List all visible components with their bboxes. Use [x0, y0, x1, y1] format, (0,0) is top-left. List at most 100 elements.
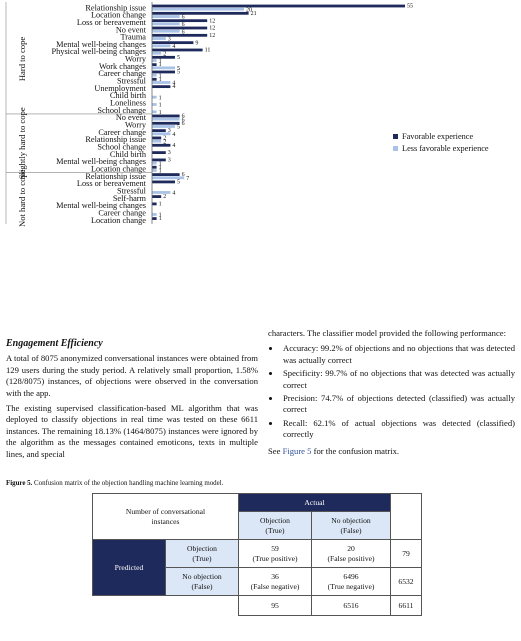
right-column: characters. The classifier model provide…	[268, 328, 515, 461]
bar-value-favorable: 12	[209, 18, 215, 24]
bar-value-less-favorable: 1	[159, 213, 162, 219]
bar-value-favorable: 5	[177, 70, 180, 76]
bar-less-favorable	[152, 213, 157, 216]
category-label: Trauma	[120, 33, 146, 42]
bar-value-less-favorable: 1	[159, 169, 162, 175]
metric-accuracy: Accuracy: 99.2% of objections and no obj…	[281, 343, 515, 366]
bar-value-favorable: 5	[177, 180, 180, 186]
cm-predicted-header: Predicted	[92, 539, 166, 596]
bar-value-less-favorable: 4	[172, 44, 175, 50]
bar-favorable	[152, 158, 166, 162]
bar-value-less-favorable: 5	[177, 125, 180, 131]
legend-swatch-favorable	[393, 134, 398, 139]
coping-bar-chart: Relationship issue 5 5 20 Location change 2 1 6…	[0, 0, 521, 318]
cm-corner-cell: Number of conversational instances	[92, 493, 239, 540]
bar-value-favorable: 3	[168, 158, 171, 164]
cm-true-negative: 6496 (True negative)	[311, 567, 391, 596]
bar-value-less-favorable: 20	[246, 7, 252, 13]
bar-value-less-favorable: 6	[182, 117, 185, 123]
category-label: Unemployment	[94, 84, 146, 93]
bar-value-less-favorable: 1	[159, 95, 162, 101]
bar-value-less-favorable: 1	[159, 110, 162, 116]
category-label: Relationship issue	[85, 3, 146, 12]
bar-value-less-favorable: 2	[163, 139, 166, 145]
bar-value-favorable: 1	[159, 62, 162, 68]
metric-precision: Precision: 74.7% of objections detected …	[281, 393, 515, 416]
group-label: Not hard to cope	[17, 169, 27, 227]
bar-favorable	[152, 77, 157, 81]
group-label: Hard to cope	[17, 37, 27, 82]
figure-label: Figure 5.	[6, 480, 33, 487]
bar-less-favorable	[152, 169, 157, 172]
cm-grand-total: 6611	[390, 595, 422, 616]
category-label: Loss or bereavement	[77, 18, 147, 27]
bar-less-favorable	[152, 81, 171, 84]
category-label: Career change	[98, 69, 146, 78]
category-label: No event	[116, 113, 147, 122]
category-label: School change	[97, 106, 146, 115]
bar-value-less-favorable: 6	[182, 15, 185, 21]
bar-value-favorable: 1	[159, 77, 162, 83]
bar-favorable	[152, 165, 157, 169]
bar-favorable	[152, 114, 180, 118]
bar-value-favorable: 12	[209, 33, 215, 39]
category-label: Self-harm	[113, 194, 147, 203]
bar-value-favorable: 3	[168, 128, 171, 134]
bar-less-favorable	[152, 44, 171, 48]
category-label: Mental well-being changes	[56, 157, 146, 166]
left-column: Engagement Efficiency A total of 8075 an…	[6, 333, 258, 464]
cm-col-objection: Objection (True)	[238, 511, 312, 540]
bar-favorable	[152, 26, 208, 30]
cm-false-negative: 36 (False negative)	[238, 567, 312, 596]
bar-less-favorable	[152, 37, 166, 40]
bar-less-favorable	[152, 7, 244, 11]
cm-blank-cell	[390, 493, 422, 540]
cm-col1-total: 95	[238, 595, 312, 616]
bar-value-favorable: 5	[177, 55, 180, 61]
group-label: Slightly hard to cope	[17, 107, 27, 179]
bar-value-less-favorable: 3	[168, 37, 171, 43]
bar-value-less-favorable: 1	[159, 59, 162, 65]
cm-actual-header: Actual	[238, 493, 391, 512]
bar-favorable	[152, 70, 175, 74]
bar-less-favorable	[152, 139, 162, 143]
bar-less-favorable	[152, 110, 157, 114]
bar-less-favorable	[152, 22, 180, 26]
bar-value-less-favorable: 6	[182, 29, 185, 35]
bar-value-less-favorable: 1	[159, 73, 162, 79]
bar-less-favorable	[152, 59, 157, 62]
paragraph-1: A total of 8075 anonymized conversationa…	[6, 353, 258, 398]
bar-favorable	[152, 63, 157, 67]
bar-value-less-favorable: 1	[159, 161, 162, 167]
section-heading: Engagement Efficiency	[6, 338, 103, 349]
category-label: Worry	[125, 55, 147, 64]
bar-value-favorable: 4	[172, 143, 175, 149]
category-label: Stressful	[117, 77, 147, 86]
bar-favorable	[152, 41, 194, 45]
legend-swatch-less-favorable	[393, 146, 398, 151]
bar-favorable	[152, 4, 405, 8]
category-label: Relationship issue	[85, 135, 146, 144]
category-label: Mental well-being changes	[56, 40, 146, 49]
cm-row2-total: 6532	[390, 567, 422, 596]
category-label: Loss or bereavement	[77, 179, 147, 188]
bar-favorable	[152, 48, 203, 52]
category-label: Location change	[91, 11, 146, 20]
figure-caption: Figure 5. Confusion matrix of the object…	[6, 480, 223, 487]
bar-value-favorable: 12	[209, 26, 215, 32]
bar-value-less-favorable: 6	[182, 22, 185, 28]
bar-value-favorable: 6	[182, 121, 185, 127]
figure-5-link[interactable]: Figure 5	[282, 445, 312, 456]
legend-label-favorable: Favorable experience	[402, 132, 473, 141]
bar-less-favorable	[152, 117, 180, 121]
bar-less-favorable	[152, 73, 157, 77]
bar-less-favorable	[152, 125, 175, 128]
bar-less-favorable	[152, 161, 157, 165]
paragraph-2: The existing supervised classification-b…	[6, 403, 258, 459]
legend-label-less-favorable: Less favorable experience	[402, 144, 489, 153]
bar-favorable	[152, 136, 162, 140]
bar-favorable	[152, 121, 180, 125]
cm-row-objection: Objection (True)	[165, 539, 239, 568]
bar-favorable	[152, 202, 157, 206]
bar-favorable	[152, 195, 162, 198]
